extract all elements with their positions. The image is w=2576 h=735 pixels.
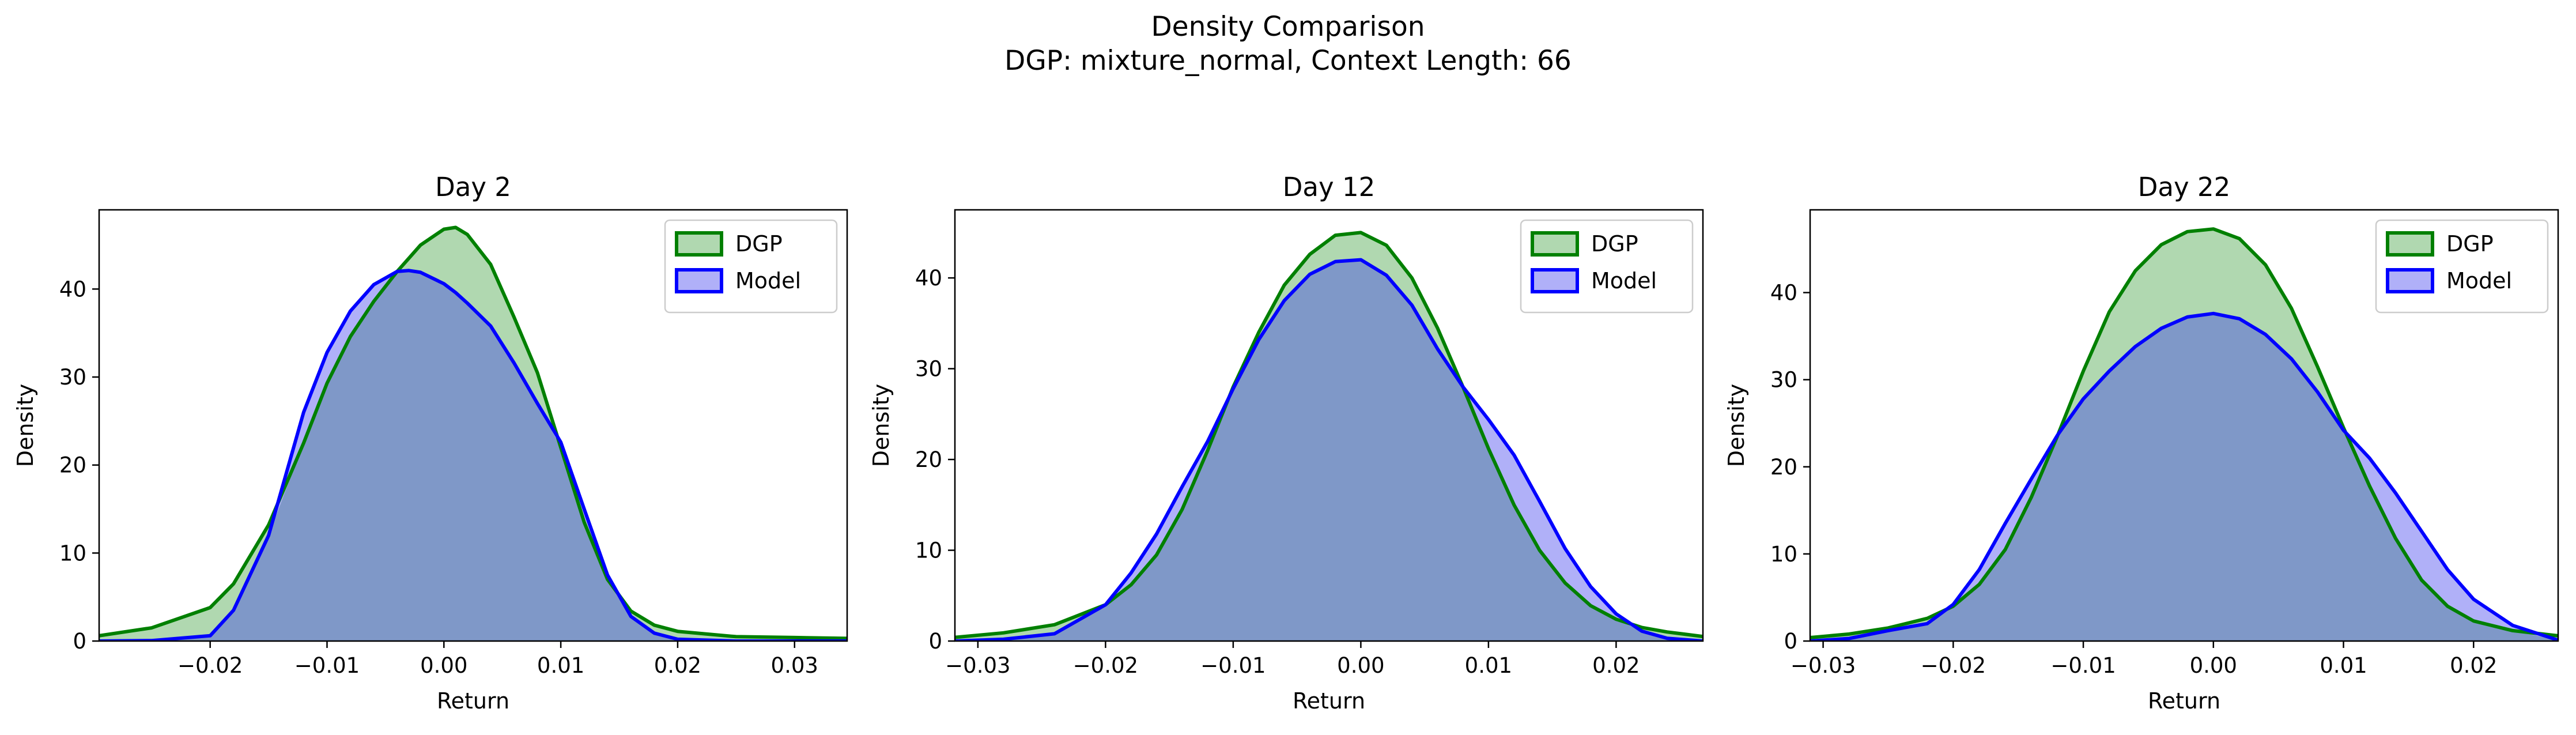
legend-label-model: Model [735,268,801,293]
y-tick-label: 0 [1784,629,1797,654]
y-axis-label: Density [868,384,894,467]
legend-swatch-model [675,268,723,293]
x-tick-label: 0.02 [1592,653,1640,678]
panel-title: Day 22 [2138,172,2230,202]
x-tick-label: 0.02 [2450,653,2497,678]
figure-subtitle: DGP: mixture_normal, Context Length: 66 [1004,45,1572,77]
y-tick-label: 0 [73,629,86,654]
x-tick-label: 0.02 [654,653,701,678]
axes-frame [954,209,1704,642]
axes-frame [98,209,848,642]
panel-title: Day 2 [435,172,511,202]
plot-area [955,231,1703,641]
legend-label-model: Model [2446,268,2512,293]
x-axis-label: Return [2148,688,2220,714]
x-tick-label: −0.02 [1921,653,1986,678]
y-axis-label: Density [1724,384,1749,467]
y-tick-label: 40 [1770,281,1797,306]
legend: DGP Model [1520,219,1694,314]
x-tick-label: −0.01 [2050,653,2116,678]
y-tick-label: 0 [928,629,942,654]
y-tick-label: 20 [59,453,86,478]
legend-swatch-dgp [1531,231,1579,257]
legend-label-dgp: DGP [2446,231,2494,257]
y-tick-label: 20 [1770,455,1797,480]
y-tick-label: 40 [915,266,942,291]
x-tick-label: −0.01 [294,653,360,678]
legend-swatch-model [2386,268,2434,293]
dgp-line [955,231,1703,639]
overlap-area [955,259,1703,641]
x-tick-label: 0.00 [2190,653,2237,678]
x-tick-label: 0.00 [420,653,467,678]
overlap-area [99,270,847,641]
y-tick-label: 20 [915,447,942,472]
x-tick-label: 0.01 [1465,653,1512,678]
y-tick-label: 10 [915,538,942,563]
dgp-line [1810,227,2558,639]
x-axis-label: Return [1293,688,1365,714]
panel-title: Day 12 [1283,172,1375,202]
overlap-area [1810,313,2558,641]
model-line [99,269,847,641]
chart-panel-1: −0.02 −0.01 0.00 0.01 0.02 0.03 0 10 20 30 40 Day 2… [13,172,848,714]
model-line [955,258,1703,641]
chart-panel-2: −0.03 −0.02 −0.01 0.00 0.01 0.02 0 10 20 30 40 Day … [868,172,1704,714]
plot-area [99,225,847,641]
x-tick-label: −0.02 [1073,653,1138,678]
legend: DGP Model [664,219,838,314]
axes-frame [1809,209,2559,642]
chart-panels: −0.02 −0.01 0.00 0.01 0.02 0.03 0 10 20 30 40 Day 2… [13,172,2559,714]
x-tick-label: −0.01 [1200,653,1266,678]
y-tick-label: 10 [1770,542,1797,567]
y-tick-label: 10 [59,541,86,566]
model-line [1810,311,2558,641]
y-tick-label: 30 [915,357,942,382]
x-tick-label: 0.03 [771,653,818,678]
y-axis-label: Density [13,384,38,467]
legend-swatch-model [1531,268,1579,293]
x-tick-label: −0.03 [1791,653,1856,678]
x-tick-label: 0.01 [2320,653,2367,678]
legend: DGP Model [2375,219,2549,314]
x-tick-label: −0.03 [945,653,1010,678]
x-tick-label: 0.00 [1337,653,1384,678]
legend-label-model: Model [1591,268,1657,293]
x-axis-label: Return [437,688,509,714]
figure-title: Density Comparison [1151,11,1425,43]
legend-swatch-dgp [675,231,723,257]
legend-label-dgp: DGP [735,231,783,257]
legend-label-dgp: DGP [1591,231,1638,257]
x-tick-label: −0.02 [177,653,243,678]
plot-area [1810,227,2558,641]
y-tick-label: 30 [59,365,86,390]
legend-swatch-dgp [2386,231,2434,257]
chart-panel-3: −0.03 −0.02 −0.01 0.00 0.01 0.02 0 10 20 30 40 Day … [1724,172,2559,714]
x-tick-label: 0.01 [537,653,584,678]
y-tick-label: 30 [1770,368,1797,393]
y-tick-label: 40 [59,277,86,301]
